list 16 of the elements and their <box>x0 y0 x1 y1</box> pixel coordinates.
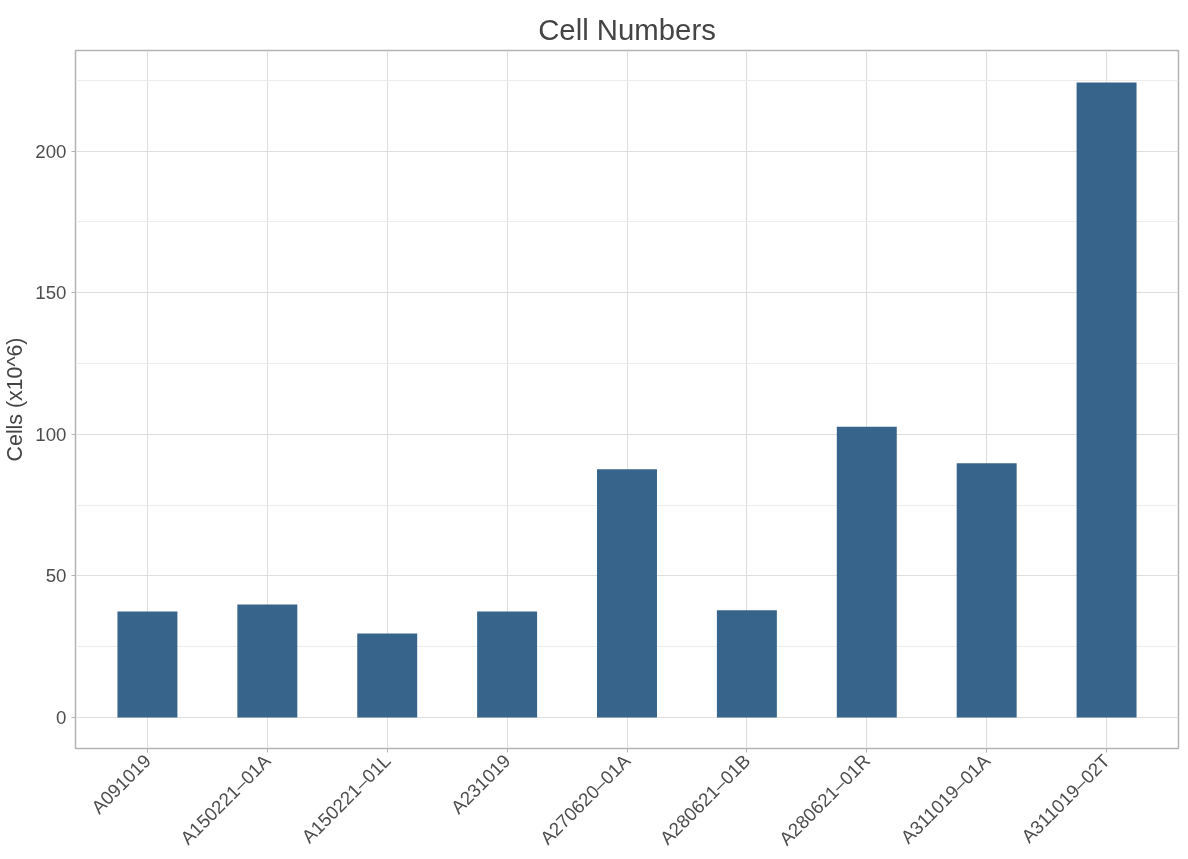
bar <box>117 611 178 718</box>
bar <box>1076 82 1137 718</box>
bar <box>237 604 298 718</box>
bar <box>836 426 897 718</box>
y-tick-label: 50 <box>45 565 67 587</box>
chart-title: Cell Numbers <box>538 12 716 46</box>
bar <box>597 469 657 718</box>
y-axis-title: Cells (x10^6) <box>3 337 28 462</box>
y-tick-label: 0 <box>56 707 67 729</box>
y-tick-label: 200 <box>35 140 67 162</box>
bar <box>716 610 777 718</box>
bar <box>357 633 418 718</box>
y-tick-label: 100 <box>35 423 67 445</box>
bar <box>477 611 538 718</box>
bar <box>956 463 1017 718</box>
y-tick-label: 150 <box>35 282 67 304</box>
